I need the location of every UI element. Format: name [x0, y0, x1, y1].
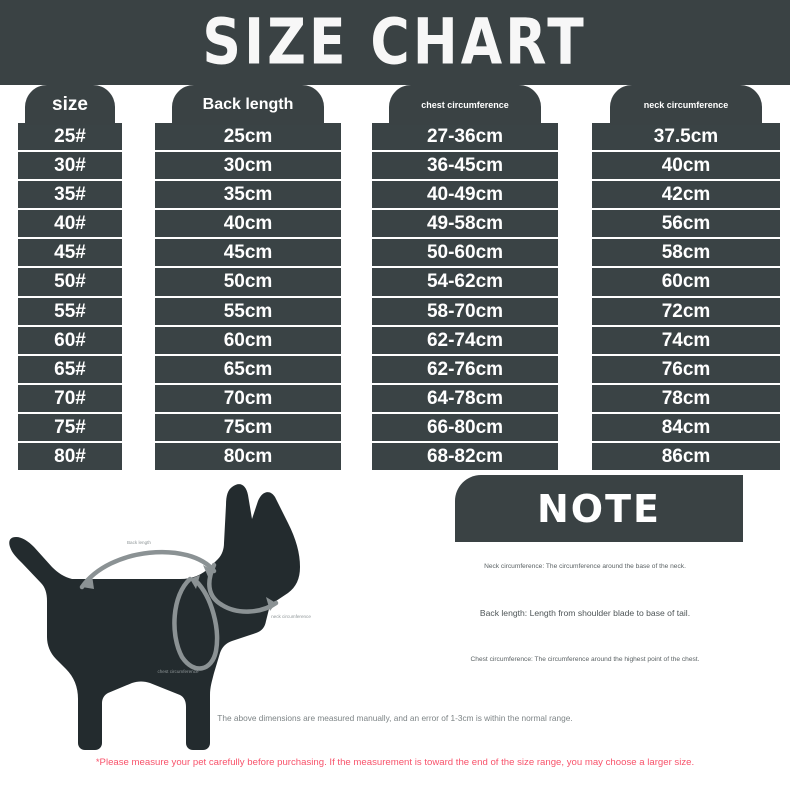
- table-cell: 45#: [18, 239, 122, 267]
- table-cell: 40cm: [155, 210, 341, 238]
- table-cell: 55#: [18, 297, 122, 325]
- table-cell: 75#: [18, 413, 122, 442]
- table-cell: 70cm: [155, 384, 341, 412]
- table-cell: 78cm: [592, 384, 780, 412]
- table-cell: 55cm: [155, 297, 341, 325]
- diagram-label-neck-circumference: neck circumference: [271, 614, 311, 619]
- table-cell: 30#: [18, 152, 122, 180]
- table-cell: 70#: [18, 384, 122, 412]
- column-header-back-length: Back length: [172, 85, 324, 125]
- table-cell: 42cm: [592, 181, 780, 209]
- table-cell: 72cm: [592, 297, 780, 325]
- lower-section: Back length neck circumference chest cir…: [0, 475, 790, 791]
- table-cell: 62-74cm: [372, 326, 558, 354]
- diagram-label-back-length: Back length: [127, 540, 151, 545]
- measurement-disclaimer: The above dimensions are measured manual…: [217, 713, 573, 723]
- column-header-size: size: [25, 85, 115, 125]
- table-cell: 35cm: [155, 181, 341, 209]
- table-cell: 50-60cm: [372, 239, 558, 267]
- table-cell: 58-70cm: [372, 297, 558, 325]
- table-cell: 54-62cm: [372, 268, 558, 296]
- table-cell: 40#: [18, 210, 122, 238]
- table-cell: 30cm: [155, 152, 341, 180]
- table-cell: 25#: [18, 123, 122, 151]
- diagram-label-chest-circumference: chest circumference: [157, 669, 199, 674]
- table-cell: 75cm: [155, 413, 341, 442]
- table-cell: 65#: [18, 355, 122, 383]
- table-cell: 36-45cm: [372, 152, 558, 180]
- table-cell: 58cm: [592, 239, 780, 267]
- table-cell: 65cm: [155, 355, 341, 383]
- table-cell: 50cm: [155, 268, 341, 296]
- table-cell: 68-82cm: [372, 443, 558, 471]
- table-cell: 66-80cm: [372, 413, 558, 442]
- column-header-chest-circumference: chest circumference: [389, 85, 541, 125]
- table-cell: 76cm: [592, 355, 780, 383]
- table-cell: 56cm: [592, 210, 780, 238]
- dog-measurement-diagram: Back length neck circumference chest cir…: [9, 484, 311, 750]
- table-column-back-length: Back length 25cm 30cm 35cm 40cm 45cm 50c…: [155, 85, 341, 472]
- note-banner: NOTE: [455, 475, 743, 542]
- column-header-neck-circumference: neck circumference: [610, 85, 762, 125]
- note-line-back: Back length: Length from shoulder blade …: [479, 608, 691, 618]
- table-cell: 49-58cm: [372, 210, 558, 238]
- table-cell: 27-36cm: [372, 123, 558, 151]
- note-heading: NOTE: [537, 486, 661, 531]
- table-cell: 64-78cm: [372, 384, 558, 412]
- table-cell: 35#: [18, 181, 122, 209]
- table-cell: 60cm: [155, 326, 341, 354]
- table-cell: 74cm: [592, 326, 780, 354]
- column-body-chest-circumference: 27-36cm 36-45cm 40-49cm 49-58cm 50-60cm …: [372, 123, 558, 471]
- column-body-back-length: 25cm 30cm 35cm 40cm 45cm 50cm 55cm 60cm …: [155, 123, 341, 471]
- neck-circumference-arrow-icon: [207, 562, 279, 614]
- table-cell: 25cm: [155, 123, 341, 151]
- note-line-chest: Chest circumference: The circumference a…: [470, 656, 700, 663]
- table-column-size: size 25# 30# 35# 40# 45# 50# 55# 60# 65#…: [18, 85, 122, 472]
- table-cell: 62-76cm: [372, 355, 558, 383]
- table-cell: 40-49cm: [372, 181, 558, 209]
- table-column-chest-circumference: chest circumference 27-36cm 36-45cm 40-4…: [372, 85, 558, 472]
- purchase-warning: *Please measure your pet carefully befor…: [95, 757, 695, 768]
- table-cell: 60cm: [592, 268, 780, 296]
- table-cell: 80#: [18, 443, 122, 471]
- column-body-neck-circumference: 37.5cm 40cm 42cm 56cm 58cm 60cm 72cm 74c…: [592, 123, 780, 471]
- table-cell: 40cm: [592, 152, 780, 180]
- table-cell: 84cm: [592, 413, 780, 442]
- dog-silhouette-icon: [9, 484, 300, 750]
- note-line-neck: Neck circumference: The circumference ar…: [484, 563, 686, 570]
- table-cell: 45cm: [155, 239, 341, 267]
- chest-circumference-arrow-icon: [172, 575, 220, 671]
- table-cell: 80cm: [155, 443, 341, 471]
- table-cell: 50#: [18, 268, 122, 296]
- note-body: Neck circumference: The circumference ar…: [380, 563, 790, 663]
- back-length-arrow-icon: [79, 549, 217, 590]
- table-cell: 86cm: [592, 443, 780, 471]
- table-cell: 37.5cm: [592, 123, 780, 151]
- table-column-neck-circumference: neck circumference 37.5cm 40cm 42cm 56cm…: [592, 85, 780, 472]
- page-title: SIZE CHART: [202, 5, 588, 80]
- table-cell: 60#: [18, 326, 122, 354]
- size-table: size 25# 30# 35# 40# 45# 50# 55# 60# 65#…: [0, 85, 790, 475]
- title-banner: SIZE CHART: [0, 0, 790, 85]
- column-body-size: 25# 30# 35# 40# 45# 50# 55# 60# 65# 70# …: [18, 123, 122, 471]
